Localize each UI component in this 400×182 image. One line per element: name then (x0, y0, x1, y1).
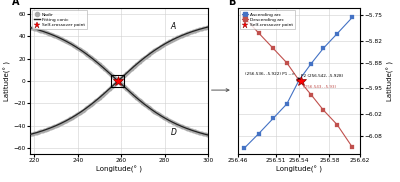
Text: D: D (170, 128, 176, 137)
Legend: Nadir, Fitting conic, Self-crossover point: Nadir, Fitting conic, Self-crossover poi… (32, 10, 87, 29)
Legend: Ascending arc, Descending arc, Self-crossover point: Ascending arc, Descending arc, Self-cros… (240, 10, 295, 29)
X-axis label: Longitude(° ): Longitude(° ) (276, 166, 322, 173)
Text: P2 (256.542, -5.928): P2 (256.542, -5.928) (301, 74, 344, 78)
Text: A: A (171, 22, 176, 31)
Bar (112, 75, 124, 87)
Text: (256.536, -5.922) P1 -->: (256.536, -5.922) P1 --> (245, 72, 295, 76)
Text: A: A (12, 0, 20, 7)
Text: (256.543, -5.93): (256.543, -5.93) (303, 85, 336, 89)
Y-axis label: Latitude(° ): Latitude(° ) (386, 61, 394, 101)
Y-axis label: Latitude(° ): Latitude(° ) (4, 61, 11, 101)
Text: B: B (228, 0, 236, 7)
X-axis label: Longitude(° ): Longitude(° ) (96, 166, 142, 173)
